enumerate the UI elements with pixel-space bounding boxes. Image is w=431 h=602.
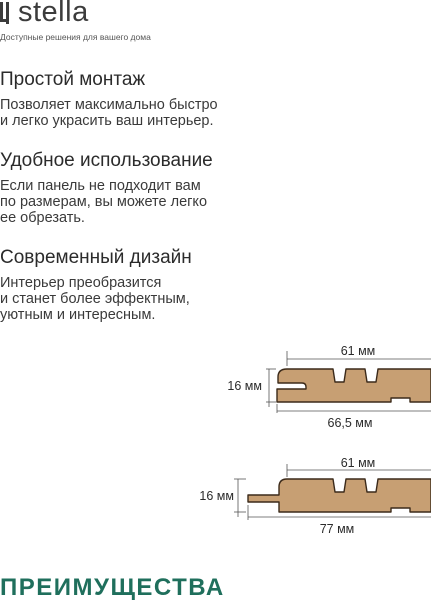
- feature-title: Современный дизайн: [0, 247, 192, 268]
- profile-1-height: 16 мм: [227, 379, 262, 393]
- feature-line: уютным и интересным.: [0, 307, 156, 323]
- feature-line: Интерьер преобразится: [0, 275, 162, 291]
- feature-convenient-use: Удобное использование Если панель не под…: [0, 150, 213, 226]
- profile-2-bottom-width: 77 мм: [320, 522, 355, 536]
- profile-diagram-2: 61 мм 16 мм 77 мм: [199, 456, 431, 536]
- feature-line: и станет более эффектным,: [0, 291, 190, 307]
- profile-2-top-width: 61 мм: [341, 456, 376, 470]
- feature-description: Интерьер преобразится и станет более эфф…: [0, 275, 192, 323]
- feature-line: Если панель не подходит вам: [0, 178, 201, 194]
- feature-line: Позволяет максимально быстро: [0, 97, 218, 113]
- feature-easy-install: Простой монтаж Позволяет максимально быс…: [0, 69, 218, 129]
- section-title-advantages: ПРЕИМУЩЕСТВА: [0, 574, 225, 601]
- feature-title: Удобное использование: [0, 150, 213, 171]
- feature-line: по размерам, вы можете легко: [0, 194, 208, 210]
- profile-1-bottom-width: 66,5 мм: [328, 416, 373, 430]
- feature-line: ее обрезать.: [0, 210, 85, 226]
- feature-line: и легко украсить ваш интерьер.: [0, 113, 214, 129]
- feature-description: Позволяет максимально быстро и легко укр…: [0, 97, 218, 129]
- panel-profile-1: [276, 368, 431, 403]
- brand-tagline: Доступные решения для вашего дома: [0, 32, 151, 42]
- profile-1-top-width: 61 мм: [341, 344, 376, 358]
- feature-modern-design: Современный дизайн Интерьер преобразится…: [0, 247, 192, 323]
- panel-profile-2: [247, 478, 431, 513]
- brand-name: stella: [18, 0, 89, 28]
- feature-description: Если панель не подходит вам по размерам,…: [0, 178, 213, 226]
- feature-title: Простой монтаж: [0, 69, 146, 90]
- profile-diagram-1: 61 мм 16 мм 66,5 мм: [227, 344, 431, 430]
- profile-2-height: 16 мм: [199, 489, 234, 503]
- logo-mark-icon: [0, 2, 9, 24]
